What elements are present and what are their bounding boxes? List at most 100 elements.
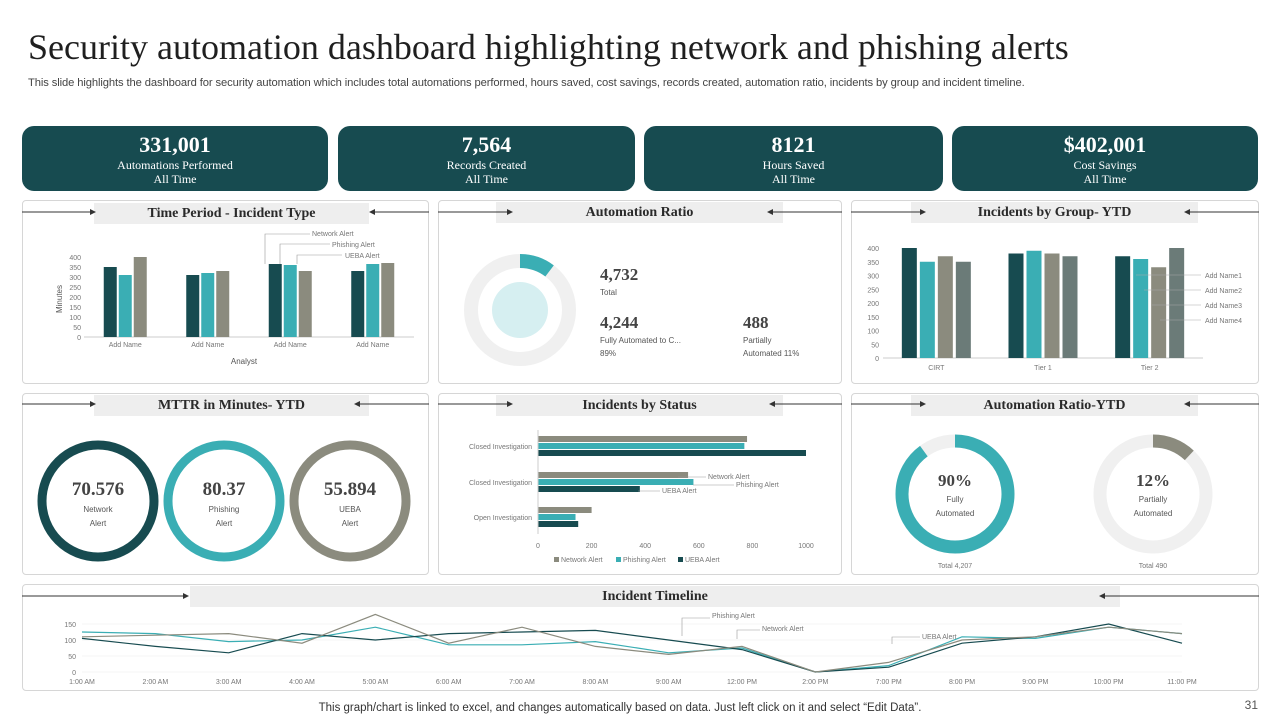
kpi-card-automations[interactable]: 331,001 Automations Performed All Time: [22, 126, 328, 191]
kpi-card-records[interactable]: 7,564 Records Created All Time: [338, 126, 635, 191]
ratio-value: 90%: [938, 471, 972, 490]
y-tick-label: 200: [867, 301, 879, 308]
x-tick-label: 7:00 AM: [509, 679, 535, 686]
bar-ueba-alert: [133, 257, 147, 337]
annotation-network-alert: Network Alert: [762, 626, 804, 633]
x-tick-label: 8:00 AM: [582, 679, 608, 686]
x-tick-label: 8:00 PM: [949, 679, 975, 686]
total-label: Total: [600, 288, 617, 297]
panel-title: Automation Ratio-YTD: [911, 395, 1198, 416]
x-tick-label: CIRT: [928, 365, 945, 372]
partial-label: Partially: [743, 336, 771, 345]
bar-add-name3: [937, 256, 953, 358]
x-tick-label: Add Name: [191, 342, 224, 349]
x-tick-label: Add Name: [109, 342, 142, 349]
kpi-label: Automations Performed: [117, 158, 233, 172]
x-tick-label: 11:00 PM: [1167, 679, 1197, 686]
bar-ueba-alert: [538, 521, 579, 527]
gauge-ring-ueba: [289, 440, 411, 562]
bar-ueba-alert: [538, 450, 806, 456]
y-tick-label: 100: [867, 329, 879, 336]
kpi-value: 8121: [771, 132, 816, 157]
gauge-ring-phishing: [163, 440, 285, 562]
chart-incidents-group[interactable]: CIRT Tier 1 Tier 2 0 50 100 150 200 250 300 350 40…: [851, 224, 1259, 382]
annotation-ueba-alert: UEBA Alert: [662, 488, 697, 495]
panel-title: Time Period - Incident Type: [94, 203, 369, 224]
panel-mttr: [22, 393, 429, 575]
y-tick-label: 200: [69, 295, 81, 302]
gauge-ring-network: [37, 440, 159, 562]
ratio-total: Total 4,207: [938, 563, 972, 570]
kpi-sub: All Time: [771, 172, 816, 186]
y-tick-label: 50: [871, 342, 879, 349]
chart-incidents-status[interactable]: Closed Investigation Closed Investigation…: [438, 418, 842, 574]
legend-label: Add Name4: [1205, 318, 1242, 325]
x-tick-label: 600: [693, 543, 705, 550]
legend-swatch: [678, 557, 683, 562]
y-tick-label: 100: [64, 638, 76, 645]
kpi-card-cost[interactable]: $402,001 Cost Savings All Time: [952, 126, 1258, 191]
x-tick-label: 12:00 PM: [727, 679, 757, 686]
mttr-label: UEBA: [339, 505, 361, 514]
chart-time-period[interactable]: Add Name Add Name Add Name Add Name 0 50 100 1…: [22, 224, 429, 382]
total-value: 4,732: [600, 265, 638, 284]
ratio-label: Automated: [1134, 509, 1173, 518]
category-label: Closed Investigation: [469, 480, 532, 487]
panel-automation-ratio-ytd: [851, 393, 1259, 575]
bar-network-alert: [538, 507, 592, 513]
fully-label: Fully Automated to C...: [600, 336, 681, 345]
x-tick-label: 400: [639, 543, 651, 550]
y-tick-label: 0: [875, 356, 879, 363]
annotation-ueba-alert: UEBA Alert: [345, 253, 380, 260]
legend-label: Add Name2: [1205, 288, 1242, 295]
legend-swatch: [616, 557, 621, 562]
y-tick-label: 50: [68, 654, 76, 661]
bar-add-name4: [1062, 256, 1078, 358]
ratio-ytd-donuts[interactable]: 90% Fully Automated Total 4,207 12% Part…: [851, 418, 1259, 574]
bar-add-name2: [1133, 259, 1149, 358]
kpi-sub: All Time: [1083, 172, 1127, 186]
chart-incident-timeline[interactable]: 1:00 AM 2:00 AM 3:00 AM 4:00 AM 5:00 AM 6:00 …: [22, 606, 1259, 690]
mttr-gauges: 70.576 Network Alert 80.37 Phishing Aler…: [37, 440, 411, 562]
x-tick-label: 1000: [798, 543, 814, 550]
x-tick-label: 10:00 PM: [1094, 679, 1124, 686]
mttr-label: Alert: [90, 519, 107, 528]
x-tick-label: 1:00 AM: [69, 679, 95, 686]
annotation-network-alert: Network Alert: [708, 474, 750, 481]
ratio-value: 12%: [1136, 471, 1170, 490]
y-tick-label: 50: [73, 325, 81, 332]
y-tick-label: 350: [867, 260, 879, 267]
legend-label: UEBA Alert: [685, 557, 720, 564]
bar-add-name3: [1044, 253, 1060, 358]
y-tick-label: 250: [867, 287, 879, 294]
line-network-alert: [81, 623, 1183, 673]
legend-swatch: [554, 557, 559, 562]
annotation-network-alert: Network Alert: [312, 231, 354, 238]
partial-value: 488: [743, 313, 769, 332]
bar-add-name4: [1169, 248, 1185, 358]
page-title: Security automation dashboard highlighti…: [28, 27, 1069, 67]
y-tick-label: 350: [69, 265, 81, 272]
bar-phishing-alert: [366, 264, 380, 337]
ratio-label: Partially: [1139, 495, 1167, 504]
legend-label: Add Name3: [1205, 303, 1242, 310]
bar-add-name3: [1151, 267, 1167, 358]
footer-note: This graph/chart is linked to excel, and…: [318, 702, 922, 714]
y-tick-label: 250: [69, 285, 81, 292]
bar-network-alert: [103, 267, 117, 337]
y-tick-label: 100: [69, 315, 81, 322]
kpi-sub: All Time: [153, 172, 197, 186]
legend-label: Add Name1: [1205, 273, 1242, 280]
donut-partial-slice: [519, 254, 554, 277]
annotation-ueba-alert: UEBA Alert: [922, 634, 957, 641]
page-number: 31: [1244, 698, 1258, 712]
legend-label: Network Alert: [561, 557, 603, 564]
bar-phishing-alert: [538, 514, 576, 520]
kpi-card-hours[interactable]: 8121 Hours Saved All Time: [644, 126, 943, 191]
chart-automation-ratio[interactable]: 4,732 Total 4,244 Fully Automated to C..…: [438, 224, 842, 384]
kpi-value: 7,564: [461, 132, 512, 157]
x-tick-label: Add Name: [356, 342, 389, 349]
x-tick-label: 200: [586, 543, 598, 550]
annotation-phishing-alert: Phishing Alert: [736, 482, 779, 489]
